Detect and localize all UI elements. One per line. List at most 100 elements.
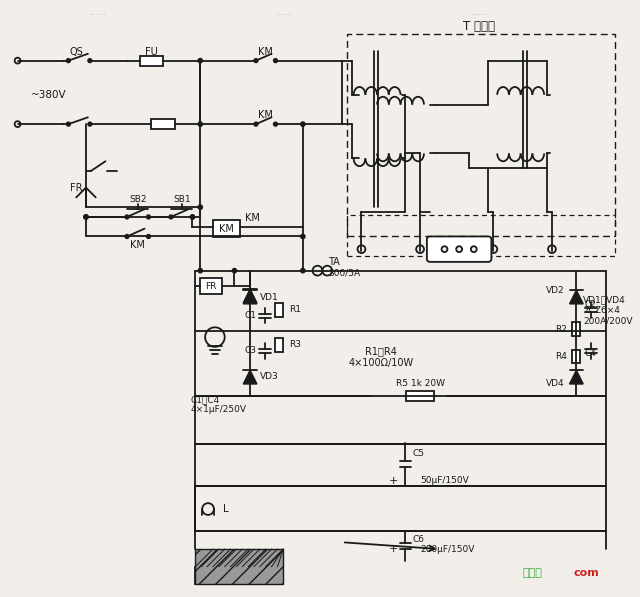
Circle shape [88,122,92,126]
Bar [195,567,284,584]
Text: C3: C3 [245,346,257,355]
Text: R1～R4: R1～R4 [365,346,397,356]
Circle shape [147,235,150,238]
Text: ·: · [570,568,573,578]
Circle shape [301,234,305,239]
Text: KM: KM [131,240,145,250]
Circle shape [323,266,332,276]
Text: VD1～VD4: VD1～VD4 [583,296,626,304]
Circle shape [15,58,20,63]
Text: 50μF/150V: 50μF/150V [420,476,469,485]
Text: VD2: VD2 [546,286,564,295]
Text: R1: R1 [289,305,301,314]
Circle shape [273,122,277,126]
Text: C6: C6 [412,535,424,544]
Circle shape [456,246,462,252]
Bar [572,322,580,336]
Text: .......: ....... [275,8,292,17]
Text: FR: FR [70,183,83,193]
Bar [152,119,175,129]
Bar [200,278,221,294]
Text: ~380V: ~380V [31,90,67,100]
Bar [275,303,284,316]
Text: com: com [573,568,599,578]
Bar [347,34,616,236]
Text: 200A/200V: 200A/200V [583,317,633,326]
Circle shape [125,215,129,219]
Text: FU: FU [145,47,158,57]
Circle shape [15,121,20,127]
Text: QS: QS [69,47,83,57]
Circle shape [198,205,202,210]
Text: VD4: VD4 [546,378,564,387]
Text: 接线图: 接线图 [522,568,542,578]
Text: KM: KM [259,47,273,57]
Text: .......: ....... [470,8,487,17]
Bar [140,56,163,66]
Polygon shape [243,289,257,303]
Bar [347,215,616,256]
Circle shape [198,122,202,127]
Circle shape [198,269,202,273]
Circle shape [84,215,88,219]
Text: C2: C2 [584,300,596,309]
Text: KM: KM [259,110,273,121]
Text: 200μF/150V: 200μF/150V [420,544,474,553]
Bar [406,391,434,401]
Circle shape [67,59,70,63]
Text: 4×1μF/250V: 4×1μF/250V [191,405,246,414]
Text: R5 1k 20W: R5 1k 20W [396,380,445,389]
Circle shape [254,59,258,63]
Text: C1～C4: C1～C4 [191,395,220,404]
Text: VD1: VD1 [260,293,278,301]
Polygon shape [243,290,257,304]
Circle shape [273,59,277,63]
Text: +: + [389,544,399,554]
Circle shape [205,327,225,347]
Text: T 电焊机: T 电焊机 [463,20,495,33]
FancyBboxPatch shape [427,236,492,262]
Text: 2CZ6×4: 2CZ6×4 [583,306,620,315]
Text: C5: C5 [412,449,424,458]
Polygon shape [570,290,583,304]
Bar [195,549,284,584]
Circle shape [312,266,323,276]
Circle shape [442,246,447,252]
Text: C1: C1 [245,311,257,320]
Circle shape [191,215,195,219]
Text: L: L [223,504,228,514]
Text: R3: R3 [289,340,301,349]
Text: C4: C4 [584,349,596,358]
Circle shape [67,122,70,126]
Circle shape [125,235,129,238]
Text: SB1: SB1 [173,195,191,204]
Polygon shape [570,370,583,384]
Text: 4×100Ω/10W: 4×100Ω/10W [348,358,413,368]
Text: R4: R4 [555,352,566,361]
Text: KM: KM [220,224,234,233]
Circle shape [301,269,305,273]
Circle shape [358,245,365,253]
Text: 300/5A: 300/5A [328,268,360,277]
Circle shape [254,122,258,126]
Circle shape [301,122,305,127]
Text: R2: R2 [555,325,566,334]
Text: +: + [389,476,399,486]
Circle shape [232,269,237,273]
Circle shape [548,245,556,253]
Bar [572,350,580,364]
Polygon shape [243,370,257,384]
Circle shape [416,245,424,253]
Text: SB2: SB2 [129,195,147,204]
Text: TA: TA [328,257,340,267]
Circle shape [471,246,477,252]
Text: VD3: VD3 [260,372,278,381]
Circle shape [198,59,202,63]
Circle shape [147,215,150,219]
Circle shape [169,215,173,219]
Circle shape [490,245,497,253]
Bar [213,220,240,238]
Bar [275,338,284,352]
Circle shape [202,503,214,515]
Circle shape [190,215,195,219]
